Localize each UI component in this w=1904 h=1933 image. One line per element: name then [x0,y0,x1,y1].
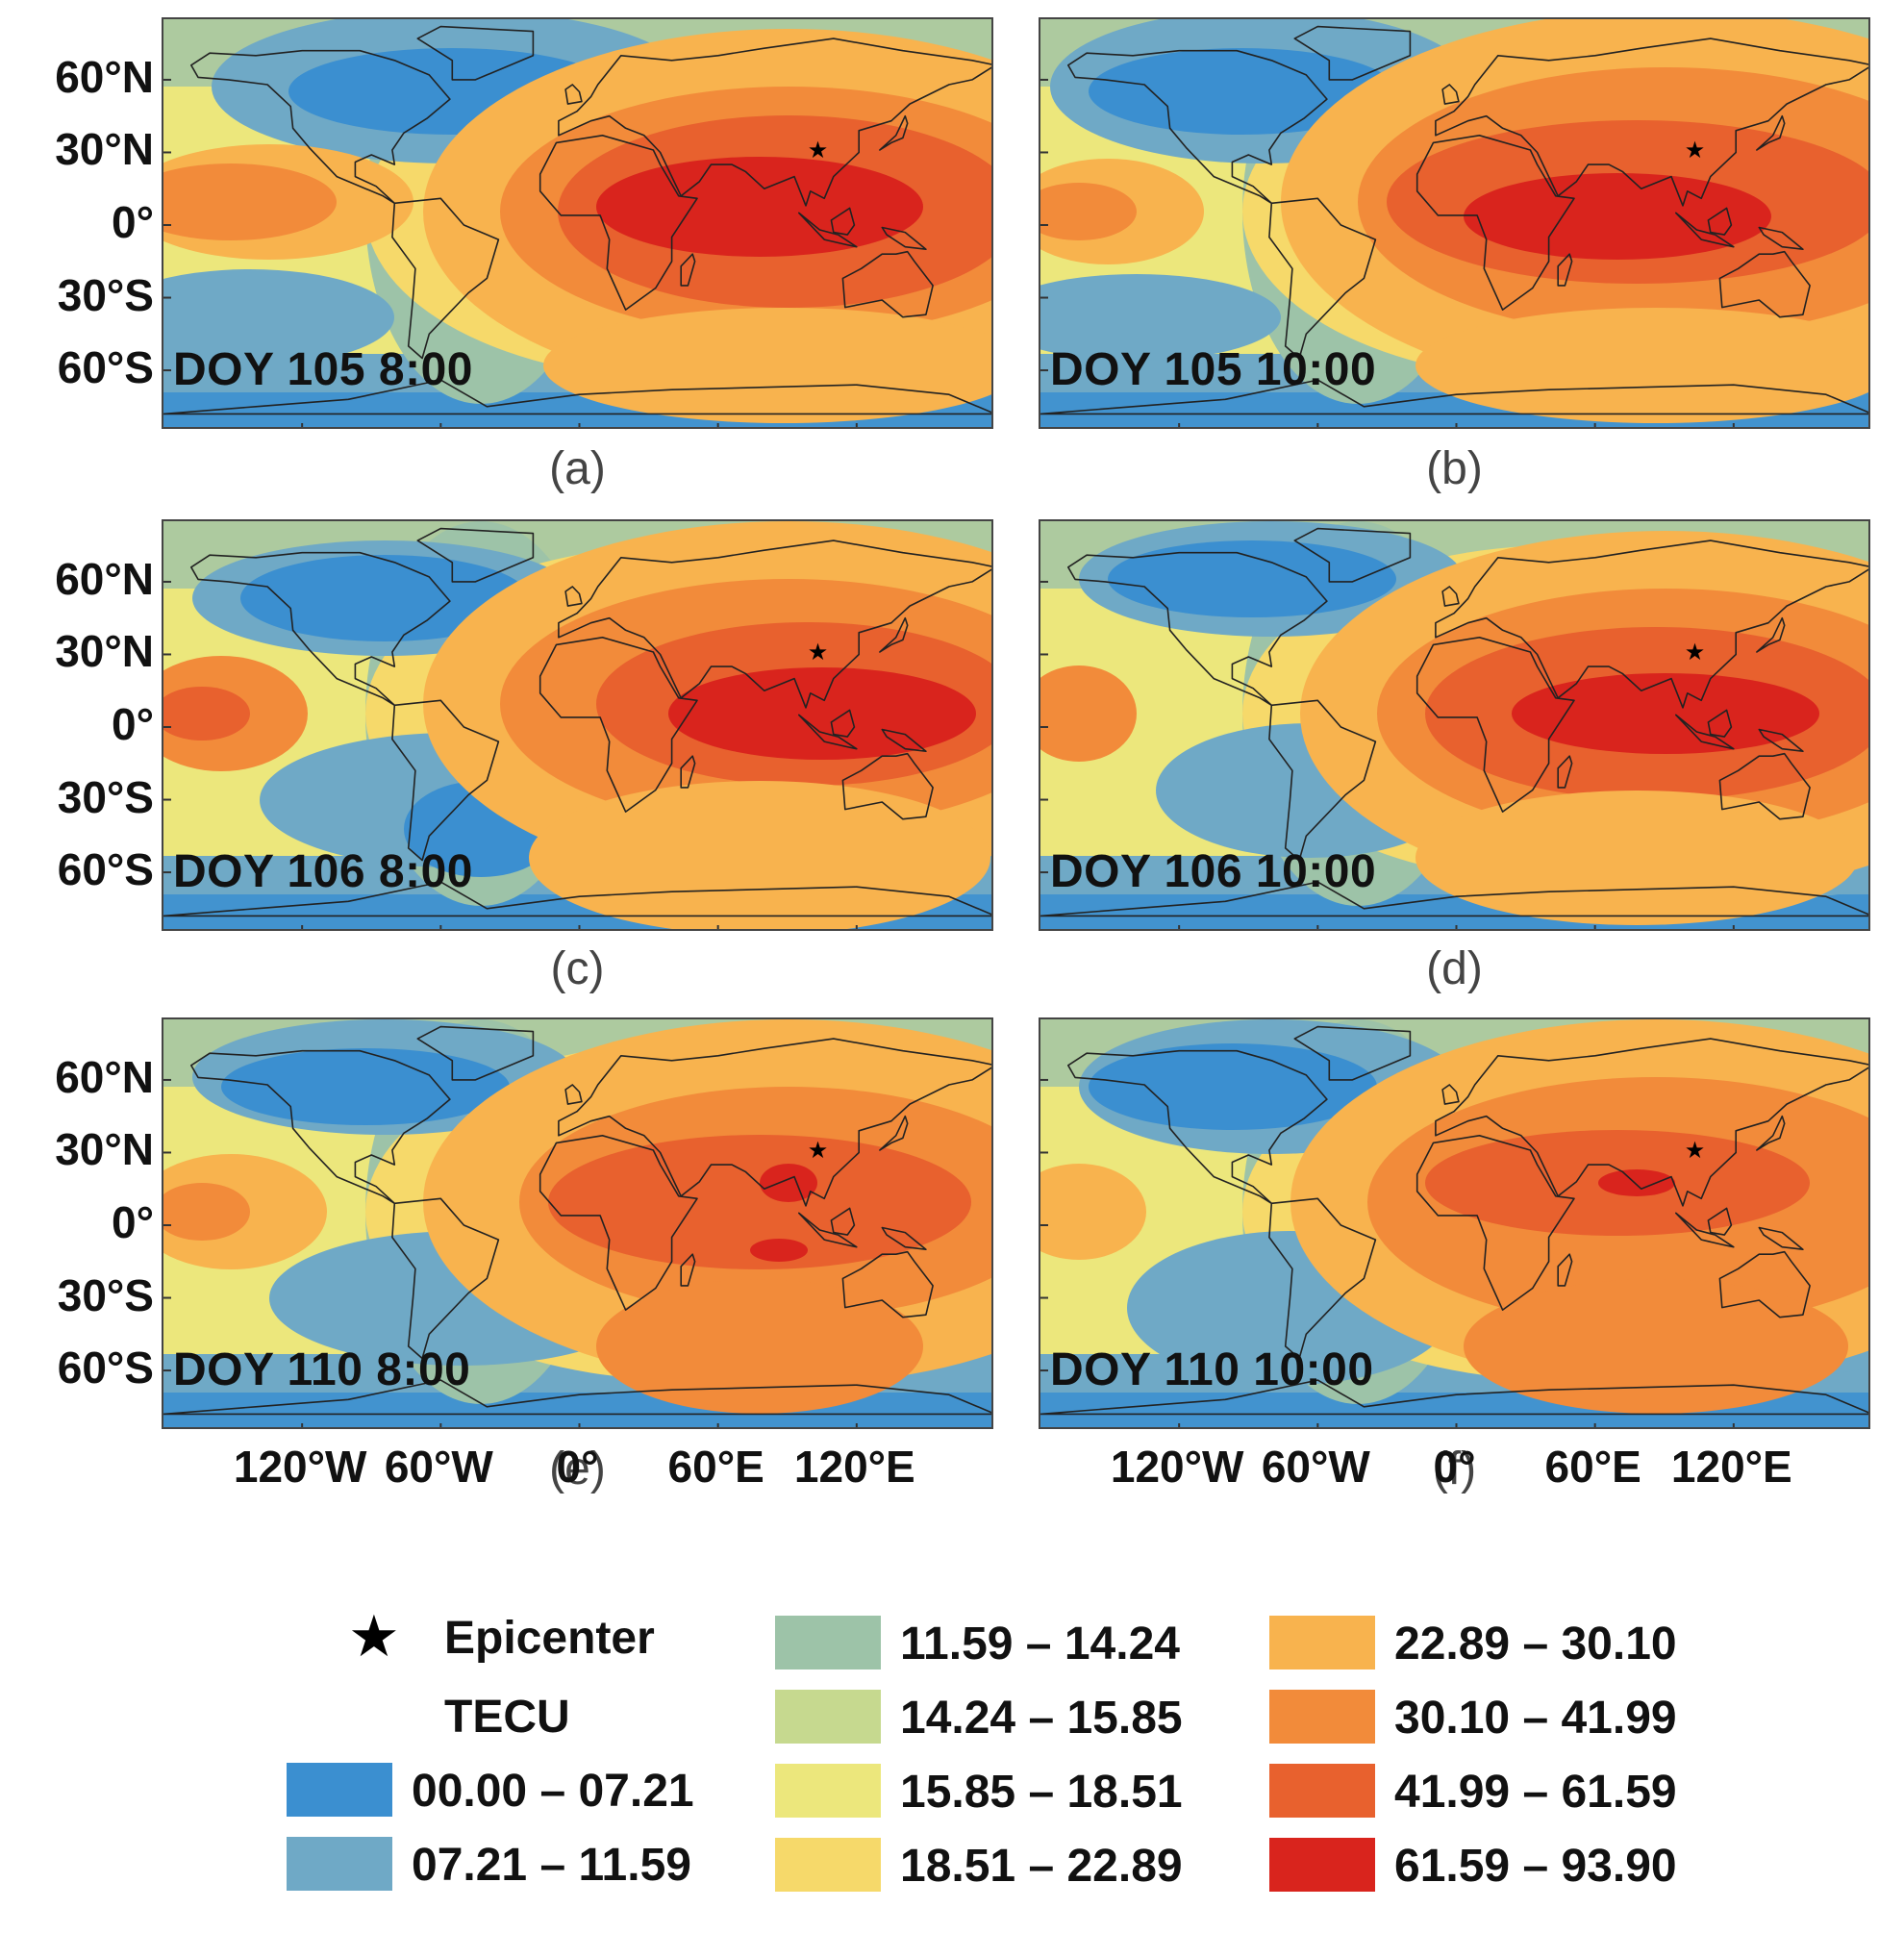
latitude-tick-label: 0° [112,699,154,749]
latitude-tick-label: 60°S [57,844,154,895]
epicenter-marker-icon: ★ [808,639,829,665]
panel-caption-e: (e) [549,1443,606,1494]
latitude-tick-label: 0° [112,1197,154,1247]
longitude-tick-label: 60°W [384,1442,493,1492]
panel-caption-f: (f) [1432,1443,1477,1494]
legend-range-label: 14.24 – 15.85 [900,1693,1183,1744]
latitude-tick-label: 0° [112,197,154,247]
legend-swatch [775,1764,881,1818]
latitude-tick-label: 30°N [55,626,154,677]
epicenter-marker-icon: ★ [808,1137,829,1164]
panel-time-label: DOY 106 10:00 [1050,846,1377,897]
latitude-tick-label: 30°S [57,771,154,822]
map-panel-d: ★ DOY 106 10:00 [1039,519,1870,931]
epicenter-marker-icon: ★ [1685,639,1706,665]
latitude-tick-label: 60°N [55,1051,154,1102]
legend-swatch [775,1838,881,1892]
legend-range-label: 30.10 – 41.99 [1394,1693,1677,1744]
latitude-tick-label: 60°S [57,342,154,393]
latitude-tick-label: 60°S [57,1343,154,1393]
panel-time-label: DOY 106 8:00 [173,846,473,897]
panel-caption-a: (a) [549,443,606,494]
longitude-tick-label: 120°W [233,1442,367,1492]
latitude-tick-label: 60°N [55,51,154,102]
longitude-tick-label: 60°W [1261,1442,1370,1492]
epicenter-marker-icon: ★ [808,137,829,163]
longitude-tick-label: 60°E [667,1442,764,1492]
panel-time-label: DOY 105 8:00 [173,344,473,395]
legend-range-label: 18.51 – 22.89 [900,1841,1183,1892]
panel-time-label: DOY 110 8:00 [173,1344,471,1395]
latitude-tick-label: 30°N [55,1124,154,1175]
panel-time-label: DOY 110 10:00 [1050,1344,1374,1395]
panel-time-label: DOY 105 10:00 [1050,344,1377,395]
epicenter-marker-icon: ★ [1685,1137,1706,1164]
panel-caption-b: (b) [1426,443,1483,494]
legend-unit-label: TECU [444,1692,570,1743]
legend-range-label: 61.59 – 93.90 [1394,1841,1677,1892]
legend-swatch [287,1837,392,1891]
legend-swatch [775,1690,881,1744]
latitude-tick-label: 30°S [57,1269,154,1320]
legend-swatch [1269,1838,1375,1892]
latitude-tick-label: 30°N [55,124,154,175]
legend-range-label: 22.89 – 30.10 [1394,1619,1677,1669]
latitude-tick-label: 30°S [57,269,154,320]
legend-range-label: 00.00 – 07.21 [412,1766,694,1817]
legend-range-label: 07.21 – 11.59 [412,1840,691,1891]
legend-epicenter-label: Epicenter [444,1613,655,1664]
legend-range-label: 41.99 – 61.59 [1394,1767,1677,1818]
epicenter-star-icon: ★ [348,1604,400,1669]
legend-swatch [1269,1690,1375,1744]
map-panel-c: ★ DOY 106 8:00 [162,519,993,931]
legend-range-label: 15.85 – 18.51 [900,1767,1183,1818]
longitude-tick-label: 120°E [793,1442,915,1492]
map-panel-b: ★ DOY 105 10:00 [1039,17,1870,429]
legend-swatch [287,1763,392,1817]
panel-caption-d: (d) [1426,943,1483,994]
panel-caption-c: (c) [550,943,605,994]
longitude-tick-label: 60°E [1544,1442,1641,1492]
longitude-tick-label: 0° [556,1442,599,1492]
map-panel-a: ★ DOY 105 8:00 [162,17,993,429]
legend-swatch [1269,1764,1375,1818]
epicenter-marker-icon: ★ [1685,137,1706,163]
legend-swatch [1269,1616,1375,1669]
longitude-tick-label: 120°E [1670,1442,1792,1492]
map-panel-f: ★ DOY 110 10:00 [1039,1017,1870,1429]
legend-range-label: 11.59 – 14.24 [900,1619,1180,1669]
map-panel-e: ★ DOY 110 8:00 [162,1017,993,1429]
latitude-tick-label: 60°N [55,553,154,604]
longitude-tick-label: 120°W [1110,1442,1244,1492]
longitude-tick-label: 0° [1433,1442,1476,1492]
legend-swatch [775,1616,881,1669]
